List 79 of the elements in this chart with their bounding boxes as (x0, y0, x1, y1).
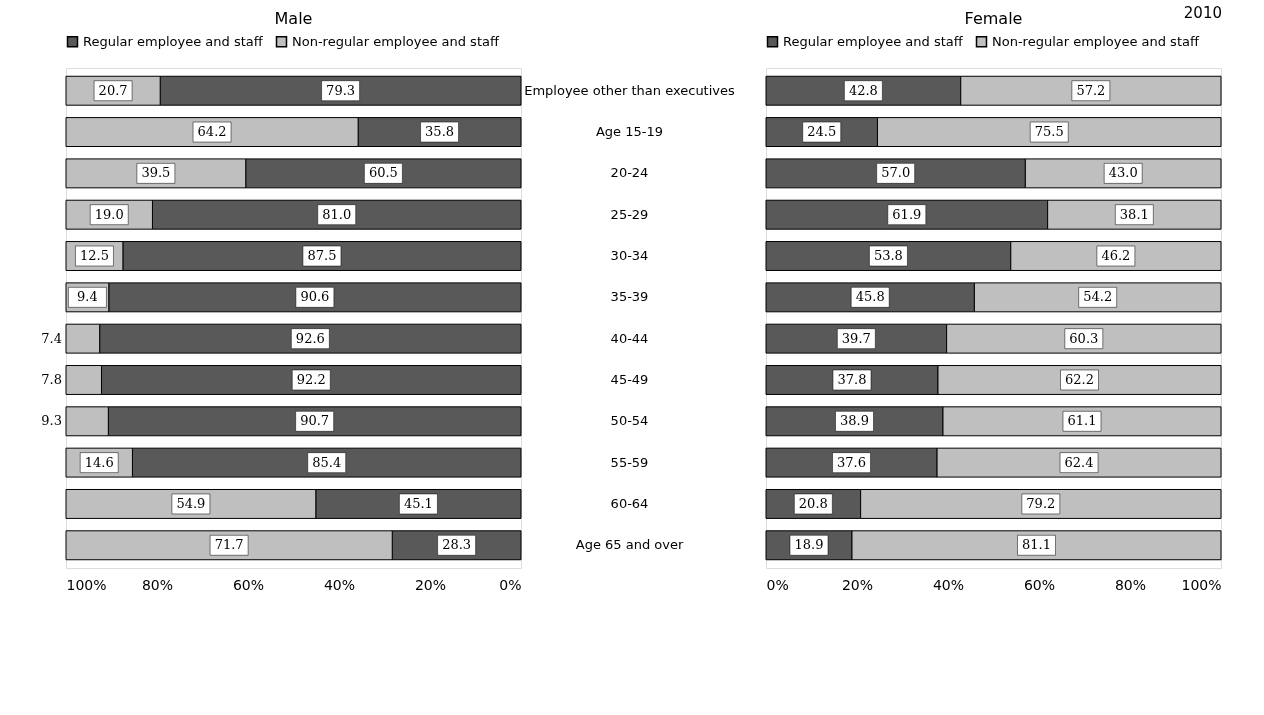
data-label: 54.2 (1083, 289, 1113, 305)
data-label: 37.8 (837, 371, 867, 387)
x-tick-label: 0% (499, 576, 522, 593)
legend-label: Non-regular employee and staff (292, 33, 500, 49)
x-tick-label: 80% (1114, 576, 1147, 593)
data-label: 57.2 (1076, 82, 1106, 98)
data-label: 20.8 (798, 495, 828, 511)
x-tick-label: 40% (323, 576, 356, 593)
y-tick-label: Employee other than executives (524, 82, 736, 98)
data-label: 9.3 (41, 413, 62, 429)
x-tick-label: 100% (66, 576, 107, 593)
legend-label: Non-regular employee and staff (992, 33, 1200, 49)
chart-title: Male (274, 9, 313, 28)
data-label: 35.8 (425, 124, 455, 140)
x-tick-label: 80% (141, 576, 174, 593)
data-label: 81.0 (322, 206, 352, 222)
data-label: 57.0 (881, 165, 911, 181)
data-label: 75.5 (1034, 124, 1064, 140)
data-label: 28.3 (442, 537, 472, 553)
data-label: 12.5 (79, 248, 109, 264)
data-label: 39.5 (141, 165, 171, 181)
x-tick-label: 60% (1023, 576, 1056, 593)
data-label: 62.4 (1064, 454, 1094, 470)
data-label: 54.9 (176, 495, 206, 511)
data-label: 37.6 (837, 454, 867, 470)
y-tick-label: Age 15-19 (595, 124, 664, 140)
y-tick-label: Age 65 and over (575, 537, 684, 553)
x-tick-label: 0% (766, 576, 789, 593)
data-label: 24.5 (807, 124, 837, 140)
y-tick-label: 30-34 (610, 248, 649, 264)
data-label: 90.7 (300, 413, 330, 429)
data-label: 87.5 (307, 248, 337, 264)
y-tick-label: 45-49 (610, 371, 649, 387)
data-label: 92.2 (296, 371, 326, 387)
y-tick-label: 20-24 (610, 165, 649, 181)
data-label: 18.9 (794, 537, 824, 553)
x-tick-label: 20% (841, 576, 874, 593)
data-label: 14.6 (84, 454, 114, 470)
y-tick-label: 25-29 (610, 206, 649, 222)
x-tick-label: 20% (414, 576, 447, 593)
y-tick-label: 60-64 (610, 495, 649, 511)
data-label: 7.8 (41, 371, 62, 387)
data-label: 45.8 (855, 289, 885, 305)
data-label: 62.2 (1065, 371, 1094, 387)
chart-title: Female (964, 9, 1023, 28)
data-label: 19.0 (94, 206, 124, 222)
x-tick-label: 40% (932, 576, 965, 593)
data-label: 38.9 (840, 413, 869, 429)
data-label: 46.2 (1101, 248, 1131, 264)
data-label: 79.2 (1026, 495, 1056, 511)
data-label: 61.1 (1067, 413, 1097, 429)
legend-label: Regular employee and staff (83, 33, 264, 49)
data-label: 90.6 (300, 289, 330, 305)
data-label: 85.4 (312, 454, 342, 470)
data-label: 43.0 (1108, 165, 1138, 181)
x-tick-label: 100% (1181, 576, 1222, 593)
legend-label: Regular employee and staff (783, 33, 964, 49)
text: 2010 (1183, 3, 1222, 22)
data-label: 42.8 (848, 82, 878, 98)
y-tick-label: 55-59 (610, 454, 649, 470)
data-label: 64.2 (197, 124, 227, 140)
data-label: 45.1 (403, 495, 433, 511)
data-label: 9.4 (77, 289, 98, 305)
data-label: 60.5 (368, 165, 398, 181)
y-tick-label: 35-39 (610, 289, 649, 305)
data-label: 60.3 (1069, 330, 1099, 346)
y-tick-label: 50-54 (610, 413, 649, 429)
data-label: 92.6 (295, 330, 325, 346)
data-label: 38.1 (1119, 206, 1149, 222)
data-label: 79.3 (326, 82, 356, 98)
data-label: 61.9 (892, 206, 922, 222)
data-label: 20.7 (98, 82, 128, 98)
data-label: 39.7 (841, 330, 871, 346)
data-label: 7.4 (41, 330, 62, 346)
data-label: 53.8 (873, 248, 903, 264)
data-label: 81.1 (1022, 537, 1051, 553)
data-label: 71.7 (214, 537, 244, 553)
y-tick-label: 40-44 (610, 330, 649, 346)
x-tick-label: 60% (232, 576, 265, 593)
